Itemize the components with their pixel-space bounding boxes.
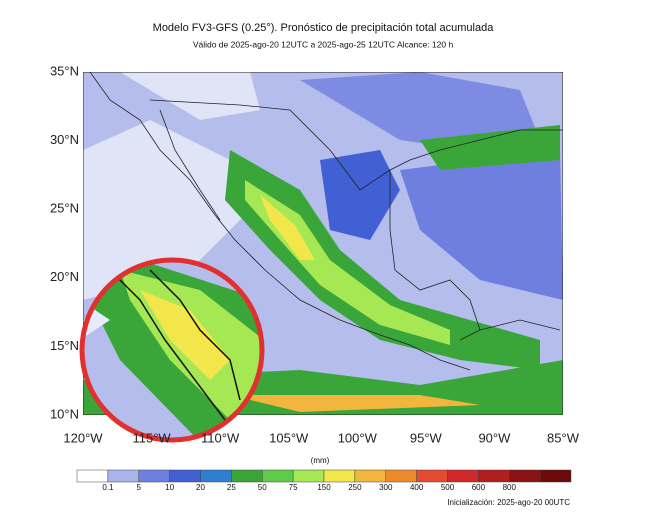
- lat-label: 25°N: [50, 201, 79, 216]
- colorbar-label: 300: [379, 483, 393, 492]
- lon-label: 120°W: [63, 430, 103, 445]
- colorbar-swatch: [107, 469, 139, 483]
- init-time: Inicialización: 2025-ago-20 00UTC: [447, 498, 570, 507]
- colorbar-label: 75: [289, 483, 298, 492]
- wet-area: [400, 150, 563, 300]
- colorbar-swatch: [323, 469, 356, 483]
- wet-area: [260, 195, 315, 260]
- lens-border: [149, 269, 241, 401]
- coastline: [389, 170, 481, 341]
- wet-area: [320, 150, 400, 240]
- wet-area: [420, 125, 560, 170]
- colorbar-swatch: [231, 469, 263, 483]
- lon-label: 115°W: [132, 430, 171, 445]
- wet-area: [230, 395, 480, 412]
- colorbar-label: 20: [196, 483, 205, 492]
- lat-label: 20°N: [50, 269, 79, 284]
- lon-label: 90°W: [478, 430, 511, 445]
- colorbar-label: 600: [472, 483, 486, 492]
- wet-area: [225, 150, 540, 370]
- colorbar-swatch: [76, 469, 109, 483]
- wet-area: [245, 180, 450, 345]
- lens-coast: [109, 269, 226, 421]
- lon-label: 110°W: [201, 430, 240, 445]
- lat-label: 15°N: [50, 338, 79, 353]
- colorbar-label: 250: [348, 483, 362, 492]
- wet-area: [300, 72, 540, 150]
- magnifier-ring: [79, 257, 265, 443]
- colorbar-swatch: [262, 469, 294, 483]
- colorbar-swatch: [478, 469, 510, 483]
- lon-label: 85°W: [547, 430, 580, 445]
- magnifier-content: [82, 260, 262, 440]
- lon-label: 95°W: [410, 430, 443, 445]
- colorbar-swatch: [200, 469, 232, 483]
- colorbar-swatch: [509, 469, 541, 483]
- coastline: [89, 72, 471, 371]
- border: [479, 319, 561, 331]
- colorbar-swatch: [138, 469, 170, 483]
- lat-label: 35°N: [50, 63, 79, 78]
- lon-label: 100°W: [338, 430, 378, 445]
- colorbar-label: 500: [441, 483, 455, 492]
- lat-label: 30°N: [50, 132, 79, 147]
- colorbar-label: 10: [165, 483, 174, 492]
- colorbar-swatch: [385, 469, 417, 483]
- lon-label: 105°W: [269, 430, 309, 445]
- colorbar-label: 5: [137, 483, 142, 492]
- title: Modelo FV3-GFS (0.25°). Pronóstico de pr…: [153, 22, 495, 34]
- colorbar-swatch: [539, 469, 572, 483]
- colorbar-label: 150: [317, 483, 331, 492]
- subtitle: Válido de 2025-ago-20 12UTC a 2025-ago-2…: [193, 39, 454, 49]
- dry-area: [83, 120, 250, 300]
- colorbar-label: 25: [227, 483, 236, 492]
- colorbar-label: 800: [503, 483, 517, 492]
- lat-label: 10°N: [50, 406, 79, 421]
- dry-area: [120, 72, 260, 120]
- colorbar-label: 50: [258, 483, 267, 492]
- lens-band: [140, 290, 230, 380]
- colorbar-unit: (mm): [311, 456, 330, 465]
- colorbar-label: 400: [410, 483, 424, 492]
- coastline: [159, 109, 221, 221]
- colorbar-swatch: [447, 469, 479, 483]
- colorbar-swatch: [292, 469, 325, 483]
- colorbar-swatch: [416, 469, 448, 483]
- colorbar-swatch: [169, 469, 201, 483]
- colorbar-swatch: [354, 469, 386, 483]
- colorbar-label: 0.1: [102, 483, 114, 492]
